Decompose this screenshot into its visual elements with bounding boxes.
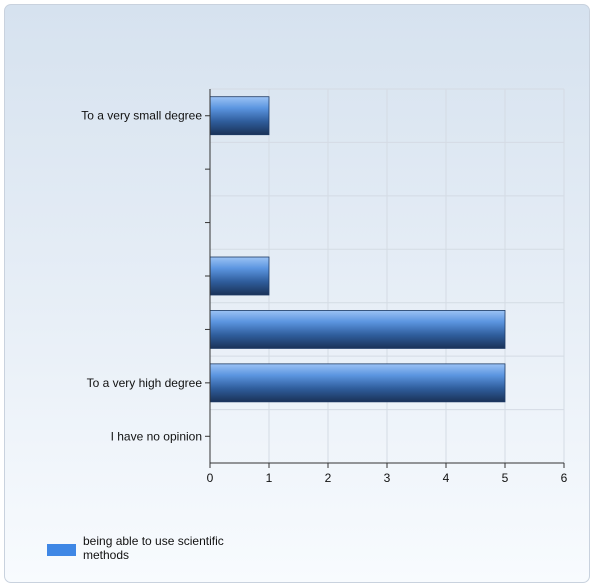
bar xyxy=(209,310,506,349)
y-category-label: I have no opinion xyxy=(111,429,202,443)
axes xyxy=(205,89,565,468)
x-tick-label: 4 xyxy=(443,471,450,485)
legend-label: being able to use scientific methods xyxy=(83,534,273,562)
x-tick-label: 2 xyxy=(325,471,332,485)
x-tick-label: 1 xyxy=(266,471,273,485)
x-tick-label: 0 xyxy=(207,471,214,485)
legend-swatch xyxy=(47,544,76,556)
chart-panel: 0 1 2 3 4 5 6 To a very small degree To a very h… xyxy=(4,4,590,583)
bar xyxy=(209,256,270,296)
legend-label-line2: methods xyxy=(83,548,130,562)
bar-chart: 0 1 2 3 4 5 6 To a very small degree To a very h… xyxy=(81,88,568,485)
bar xyxy=(209,96,270,136)
x-tick-label: 5 xyxy=(502,471,509,485)
bar xyxy=(209,363,506,403)
gridlines xyxy=(210,88,565,463)
x-tick-label: 3 xyxy=(384,471,391,485)
y-category-label: To a very small degree xyxy=(81,109,202,123)
y-category-label: To a very high degree xyxy=(87,376,203,390)
bars xyxy=(209,96,506,403)
x-tick-label: 6 xyxy=(561,471,568,485)
legend-label-line1: being able to use scientific xyxy=(83,534,224,548)
labels: 0 1 2 3 4 5 6 To a very small degree To a very h… xyxy=(81,109,567,485)
